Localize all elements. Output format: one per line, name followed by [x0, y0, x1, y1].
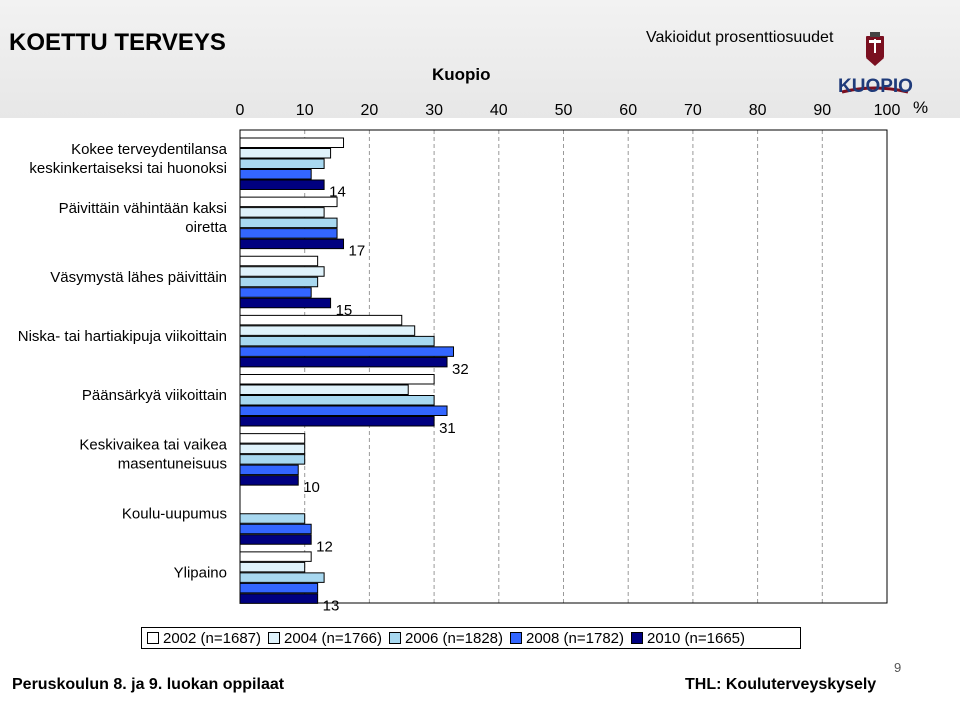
data-label: 32 [452, 361, 469, 378]
bar [239, 314, 403, 326]
category-label: masentuneisuus [118, 456, 227, 473]
category-label: Ylipaino [174, 564, 227, 581]
legend-label: 2002 (n=1687) [163, 629, 261, 647]
bar [239, 454, 306, 465]
header-band [0, 0, 960, 118]
bar [239, 561, 306, 573]
bar [239, 207, 325, 218]
data-label: 12 [316, 538, 333, 555]
bar [239, 148, 332, 159]
bar [239, 238, 345, 250]
bar [239, 551, 312, 562]
chart-subtitle: Vakioidut prosenttiosuudet [646, 29, 834, 46]
bar [239, 169, 312, 180]
legend-item: 2004 (n=1766) [268, 628, 382, 648]
bar [239, 255, 319, 267]
bar [239, 593, 319, 604]
bar [239, 384, 409, 395]
legend-item: 2002 (n=1687) [147, 628, 261, 648]
coat-of-arms-icon [866, 32, 884, 66]
category-label: Keskivaikea tai vaikea [79, 437, 227, 454]
bar [239, 217, 338, 229]
bar [239, 196, 338, 208]
kuopio-logo [841, 32, 909, 94]
bar [239, 416, 435, 427]
page-number: 9 [894, 660, 902, 675]
place-name: Kuopio [432, 65, 491, 84]
bar [239, 356, 448, 368]
bar [239, 228, 338, 239]
category-label: Kokee terveydentilansa [71, 141, 228, 158]
bar [239, 137, 345, 148]
data-label: 31 [439, 420, 456, 437]
bar [239, 523, 312, 535]
data-label: 13 [323, 597, 340, 614]
bar [239, 266, 325, 277]
bar [239, 433, 306, 444]
legend-swatch [268, 632, 280, 644]
category-label: Koulu-uupumus [122, 505, 227, 522]
category-label: keskinkertaiseksi tai huonoksi [29, 160, 227, 177]
bar [239, 513, 306, 524]
axis-unit: % [913, 98, 929, 117]
x-tick-label: 70 [684, 102, 702, 119]
legend-label: 2010 (n=1665) [647, 629, 745, 647]
footer-left: Peruskoulun 8. ja 9. luokan oppilaat [12, 676, 285, 693]
legend-label: 2006 (n=1828) [405, 629, 503, 647]
x-tick-label: 10 [296, 102, 314, 119]
legend-swatch [510, 632, 522, 644]
legend-swatch [147, 632, 159, 644]
bar [239, 405, 448, 416]
category-label: Päivittäin vähintään kaksi [59, 200, 227, 217]
bar [239, 297, 332, 309]
bar [239, 464, 299, 476]
legend-label: 2004 (n=1766) [284, 629, 382, 647]
legend-label: 2008 (n=1782) [526, 629, 624, 647]
x-tick-label: 80 [749, 102, 767, 119]
bar [239, 443, 306, 455]
footer-source: THL: Kouluterveyskysely [685, 676, 877, 693]
x-tick-label: 20 [361, 102, 379, 119]
bar [239, 346, 455, 357]
bar [239, 572, 325, 583]
legend-item: 2008 (n=1782) [510, 628, 624, 648]
legend: 2002 (n=1687) 2004 (n=1766) 2006 (n=1828) 2… [141, 627, 801, 649]
bar [239, 475, 299, 486]
bar [239, 325, 416, 336]
category-label: Niska- tai hartiakipuja viikoittain [18, 328, 227, 345]
bar [239, 179, 325, 190]
x-tick-label: 60 [619, 102, 637, 119]
x-tick-label: 40 [490, 102, 508, 119]
legend-item: 2006 (n=1828) [389, 628, 503, 648]
data-label: 14 [329, 184, 346, 201]
x-tick-label: 0 [236, 102, 245, 119]
bar [239, 582, 319, 594]
bar [239, 395, 435, 406]
legend-swatch [389, 632, 401, 644]
x-tick-label: 50 [555, 102, 573, 119]
bar [239, 158, 325, 169]
x-tick-label: 30 [425, 102, 443, 119]
data-label: 17 [349, 243, 366, 260]
legend-swatch [631, 632, 643, 644]
bar [239, 276, 319, 288]
x-tick-label: 100 [874, 102, 901, 119]
bar [239, 287, 312, 298]
bar [239, 335, 435, 347]
bar [239, 374, 435, 385]
category-label: Päänsärkyä viikoittain [82, 387, 227, 404]
category-label: Väsymystä lähes päivittäin [50, 269, 227, 286]
legend-item: 2010 (n=1665) [631, 628, 745, 648]
bar [239, 534, 312, 545]
logo-text: KUOPIO [838, 76, 913, 97]
category-label: oiretta [185, 219, 227, 236]
data-label: 10 [303, 479, 320, 496]
data-label: 15 [336, 302, 353, 319]
page-title: KOETTU TERVEYS [9, 29, 226, 56]
x-tick-label: 90 [813, 102, 831, 119]
